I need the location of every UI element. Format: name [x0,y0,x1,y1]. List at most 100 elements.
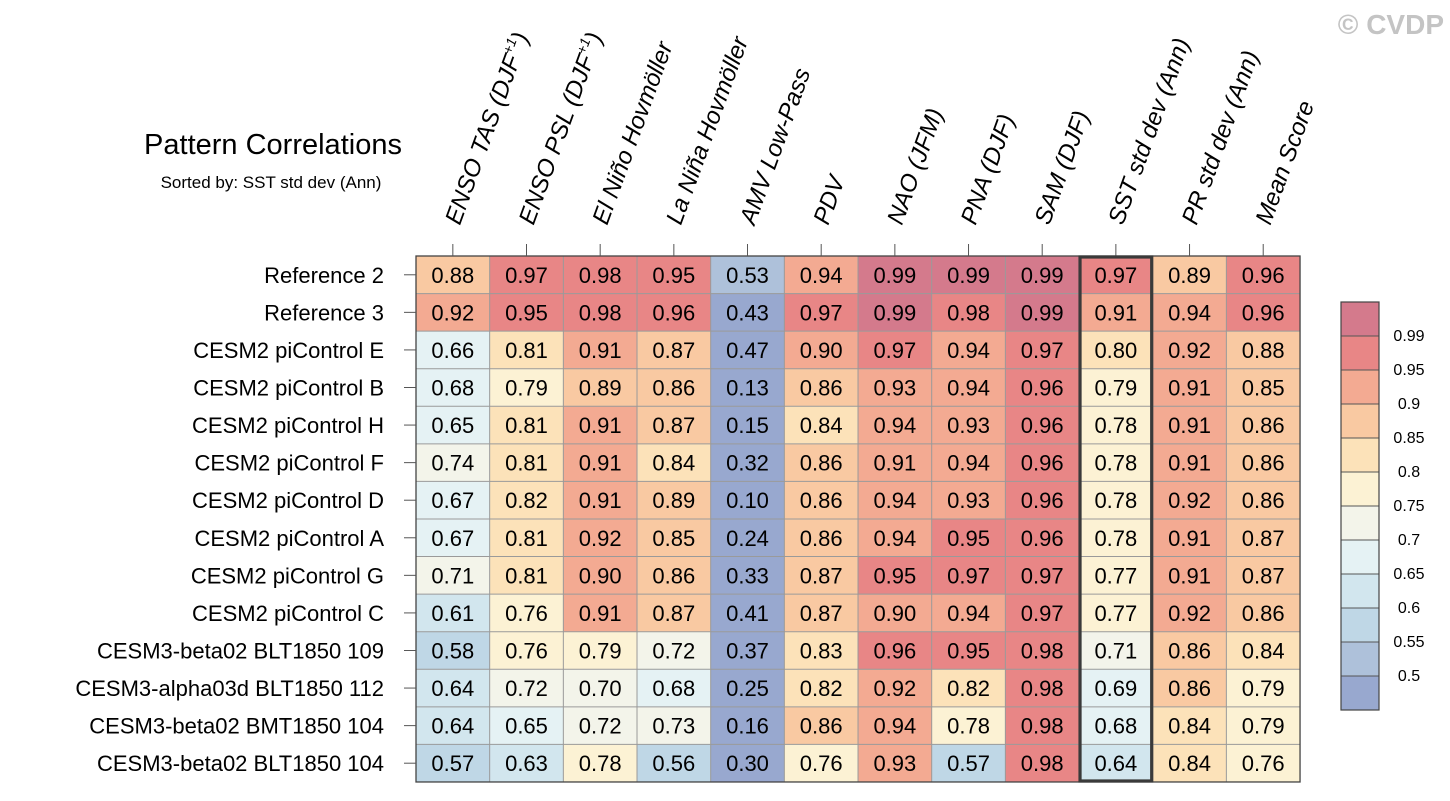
heatmap-cell [563,406,638,444]
heatmap-cell [637,556,711,595]
cell-value: 0.93 [873,751,916,776]
heatmap-cell [1079,406,1153,444]
cell-value: 0.64 [431,676,474,701]
cell-value: 0.74 [431,451,474,476]
heatmap-cell [931,481,1006,519]
cell-value: 0.94 [800,263,843,288]
heatmap-cell [1152,368,1227,407]
cell-value: 0.56 [652,751,695,776]
heatmap-cell [489,443,564,482]
heatmap-cell [784,331,859,369]
cell-value: 0.91 [1168,563,1211,588]
cell-value: 0.87 [652,338,695,363]
heatmap-cell [784,518,859,557]
cell-value: 0.87 [1242,563,1285,588]
heatmap-cell [710,631,785,670]
row-label: CESM2 piControl E [193,338,384,363]
colorbar-segment [1341,370,1379,404]
cell-value: 0.86 [800,375,843,400]
cell-value: 0.94 [1168,300,1211,325]
heatmap-cell [784,406,859,444]
cell-value: 0.91 [1168,375,1211,400]
cell-value: 0.85 [1242,375,1285,400]
heatmap-cell [416,368,490,407]
cell-value: 0.57 [947,751,990,776]
colorbar-segment [1341,472,1379,506]
heatmap-cell [489,669,564,707]
heatmap-cell [563,331,638,369]
heatmap-cell [858,293,932,332]
cell-value: 0.76 [800,751,843,776]
heatmap-cell [1226,706,1301,745]
column-label: ENSO PSL (DJF+1) [512,28,608,228]
colorbar-tick-label: 0.75 [1393,498,1424,515]
cell-value: 0.86 [800,488,843,513]
cell-value: 0.96 [1021,451,1064,476]
colorbar-tick-label: 0.5 [1398,668,1420,685]
heatmap-cell [1152,443,1227,482]
heatmap-cell [710,518,785,557]
heatmap-cell [637,631,711,670]
colorbar-border [1340,301,1380,711]
heatmap-cell [784,594,859,632]
cell-value: 0.84 [1168,751,1211,776]
cell-value: 0.78 [1094,488,1137,513]
heatmap-cell [563,706,638,745]
heatmap-cell [416,631,490,670]
cell-value: 0.96 [1021,375,1064,400]
colorbar-segment [1341,540,1379,574]
heatmap-cell [931,706,1006,745]
heatmap-cell [637,256,711,294]
heatmap-cell [416,331,490,369]
cell-value: 0.68 [1094,714,1137,739]
heatmap-cell [1152,518,1227,557]
heatmap-cell [858,744,932,782]
column-label: SST std dev (Ann) [1103,35,1195,228]
heatmap-cell [1005,594,1080,632]
heatmap-cell [1226,594,1301,632]
cell-value: 0.88 [1242,338,1285,363]
cell-value: 0.71 [1094,638,1137,663]
heatmap-cell [858,368,932,407]
cell-value: 0.43 [726,300,769,325]
cell-value: 0.97 [1021,601,1064,626]
colorbar-segment [1341,608,1379,642]
heatmap-cell [1152,669,1227,707]
cell-value: 0.87 [800,563,843,588]
cell-value: 0.77 [1094,601,1137,626]
heatmap-cell [1005,368,1080,407]
heatmap-cell [1079,256,1153,294]
cell-value: 0.91 [873,451,916,476]
cell-value: 0.91 [1094,300,1137,325]
row-label: CESM3-beta02 BLT1850 104 [97,751,384,776]
column-label: SAM (DJF) [1029,107,1095,228]
cell-value: 0.81 [505,338,548,363]
heatmap-cell [710,706,785,745]
cell-value: 0.15 [726,413,769,438]
heatmap-cell [489,293,564,332]
cell-value: 0.13 [726,375,769,400]
cell-value: 0.81 [505,451,548,476]
cell-value: 0.86 [800,526,843,551]
heatmap-cell [489,631,564,670]
heatmap-cell [416,556,490,595]
cell-value: 0.86 [652,563,695,588]
heatmap-cell [1079,331,1153,369]
heatmap-cell [710,594,785,632]
heatmap-cell [416,481,490,519]
column-label: PR std dev (Ann) [1177,47,1265,228]
cell-value: 0.63 [505,751,548,776]
heatmap-cell [416,594,490,632]
heatmap-cell [1226,406,1301,444]
heatmap-cell [489,518,564,557]
cell-value: 0.72 [505,676,548,701]
cell-value: 0.82 [505,488,548,513]
colorbar-tick-label: 0.95 [1393,362,1424,379]
heatmap-cell [784,669,859,707]
cell-value: 0.64 [431,714,474,739]
heatmap-cell [1079,518,1153,557]
cell-value: 0.86 [1242,488,1285,513]
row-label: Reference 2 [264,263,384,288]
cell-value: 0.64 [1094,751,1137,776]
cell-value: 0.94 [947,338,990,363]
